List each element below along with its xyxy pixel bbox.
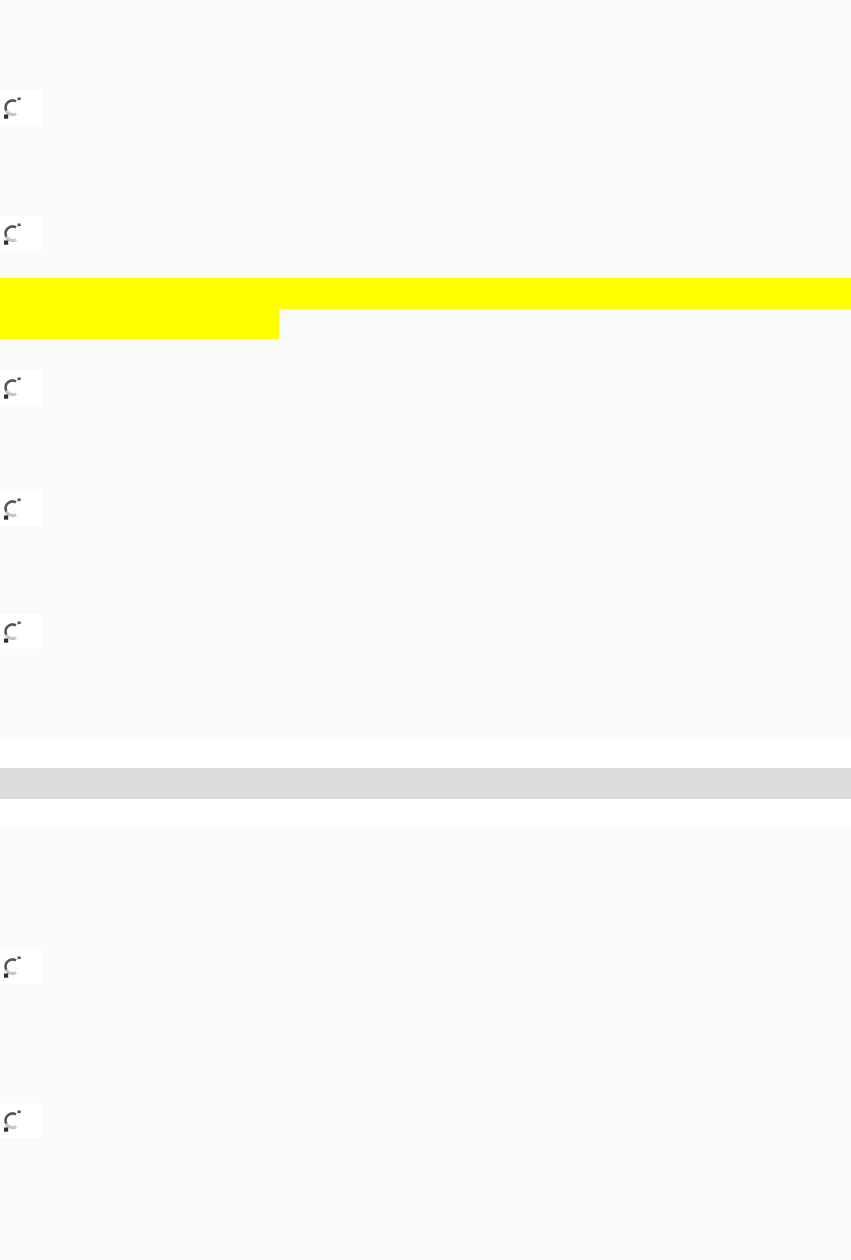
image-placeholder [0,1103,42,1138]
content-section-bottom [0,828,851,1260]
image-placeholder [0,216,42,251]
section-divider [0,768,851,799]
spinner-icon [4,223,21,245]
image-placeholder [0,90,42,125]
spinner-icon [4,956,21,978]
highlight-mark-line-2 [0,309,279,339]
image-placeholder [0,370,42,405]
spinner-icon [4,377,21,399]
spinner-icon [4,97,21,119]
image-placeholder [0,614,42,649]
highlight-mark-line-1 [0,278,851,309]
content-section-top [0,0,851,739]
spinner-icon [4,498,21,520]
image-placeholder [0,491,42,526]
image-placeholder [0,949,42,984]
spinner-icon [4,621,21,643]
spinner-icon [4,1110,21,1132]
